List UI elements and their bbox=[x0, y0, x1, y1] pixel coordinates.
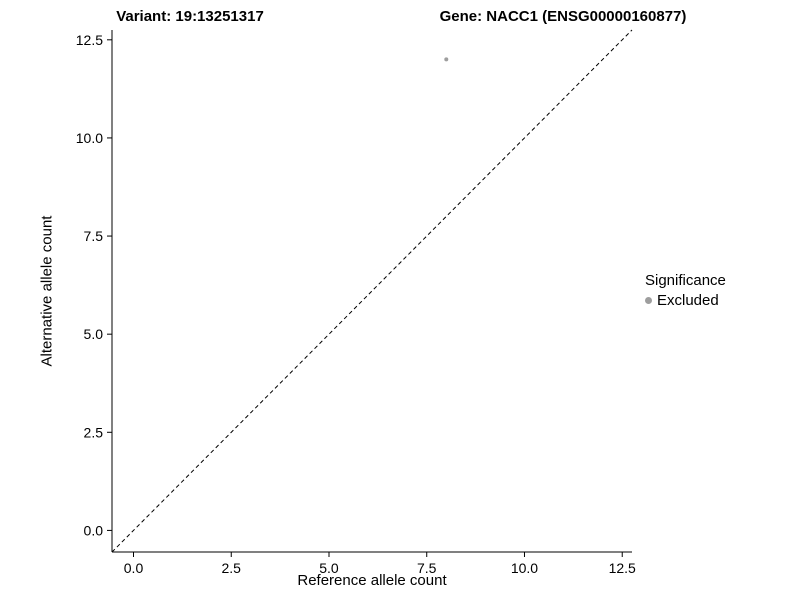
svg-text:7.5: 7.5 bbox=[417, 560, 437, 576]
svg-text:7.5: 7.5 bbox=[84, 228, 104, 244]
legend-item-label: Excluded bbox=[657, 292, 719, 309]
svg-text:5.0: 5.0 bbox=[319, 560, 339, 576]
svg-text:2.5: 2.5 bbox=[222, 560, 242, 576]
svg-text:10.0: 10.0 bbox=[76, 130, 103, 146]
plot-title-variant: Variant: 19:13251317 bbox=[116, 8, 264, 25]
svg-text:5.0: 5.0 bbox=[84, 326, 104, 342]
svg-text:0.0: 0.0 bbox=[84, 522, 104, 538]
x-axis-label: Reference allele count bbox=[297, 572, 447, 589]
plot-title-gene: Gene: NACC1 (ENSG00000160877) bbox=[439, 8, 687, 25]
svg-text:0.0: 0.0 bbox=[124, 560, 144, 576]
svg-text:10.0: 10.0 bbox=[511, 560, 538, 576]
legend-title: Significance bbox=[645, 272, 726, 289]
svg-text:12.5: 12.5 bbox=[76, 32, 103, 48]
legend-item-excluded: Excluded bbox=[645, 292, 726, 309]
svg-text:2.5: 2.5 bbox=[84, 424, 104, 440]
svg-text:12.5: 12.5 bbox=[609, 560, 636, 576]
legend-dot-icon bbox=[645, 297, 652, 304]
legend: Significance Excluded bbox=[645, 272, 726, 309]
